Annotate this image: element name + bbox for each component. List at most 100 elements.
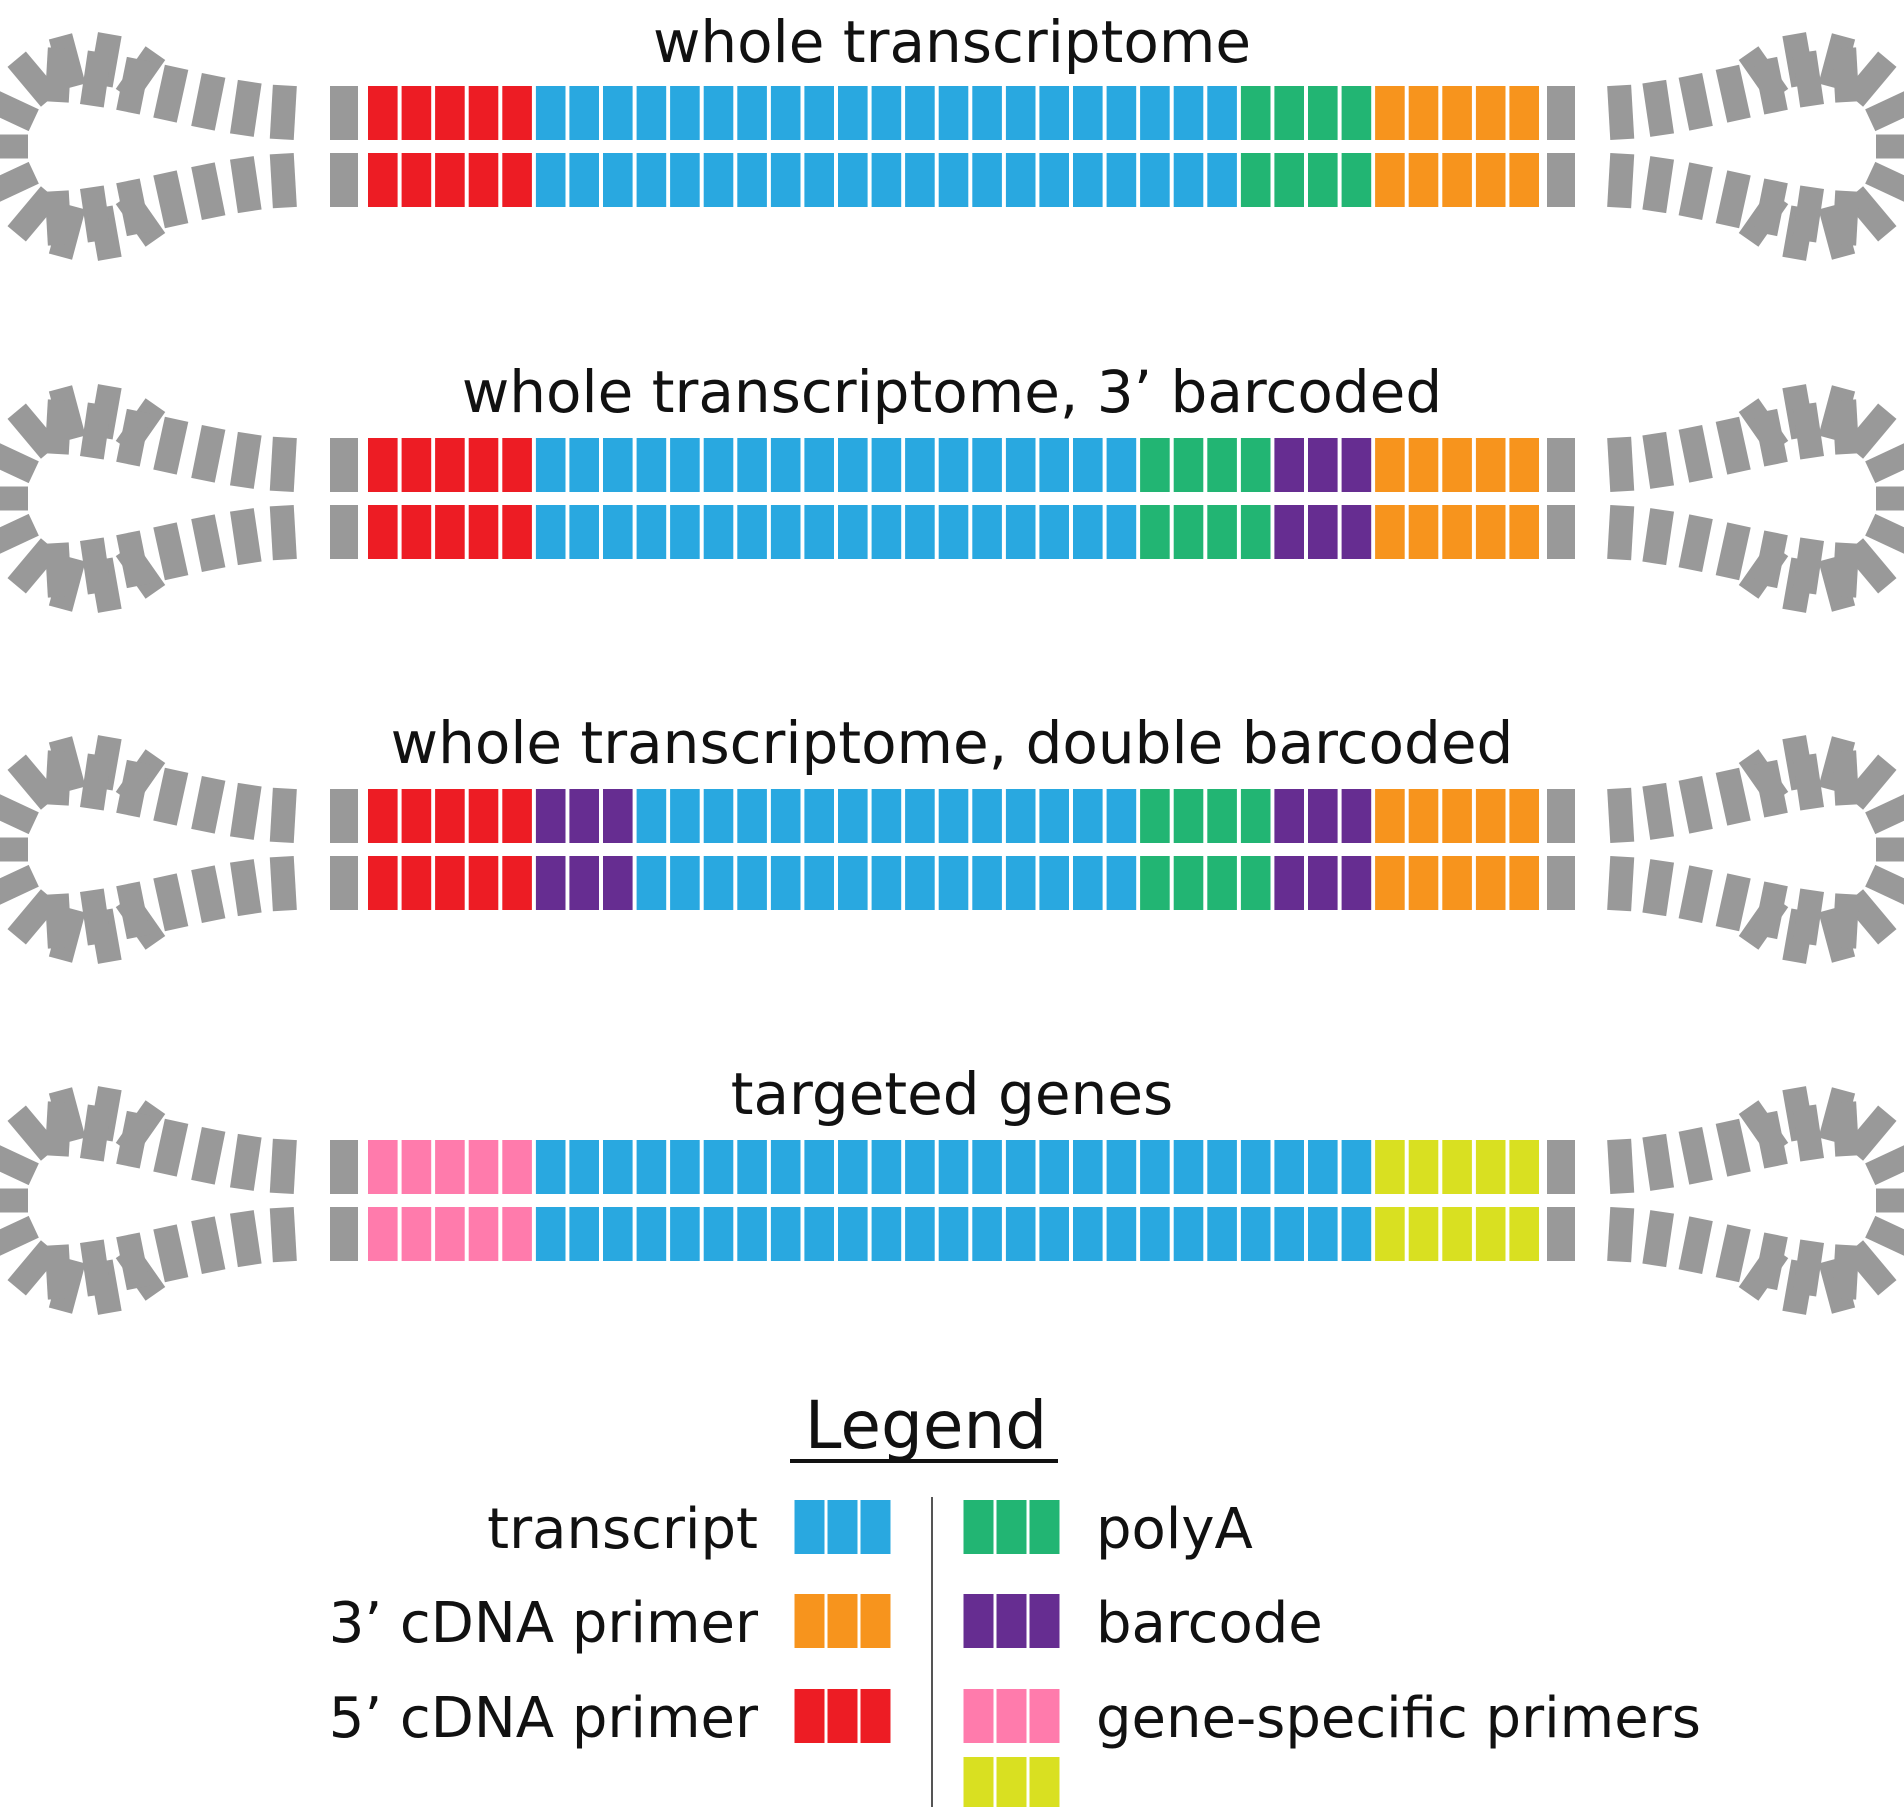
sequence-tile-transcript bbox=[905, 856, 935, 910]
sequence-tile-gene-specific-3 bbox=[1475, 1207, 1506, 1261]
sequence-tile-primer-3 bbox=[1475, 505, 1506, 559]
sequence-tile-primer-3 bbox=[1375, 856, 1405, 910]
legend-swatch-tile bbox=[996, 1500, 1027, 1554]
loop-tile bbox=[44, 893, 72, 949]
loop-tile bbox=[1607, 504, 1635, 561]
loop-tile bbox=[1715, 170, 1751, 229]
sequence-tile-primer-5 bbox=[368, 438, 398, 492]
sequence-tile-barcode bbox=[1308, 438, 1338, 492]
sequence-tile-primer-3 bbox=[1408, 856, 1439, 910]
sequence-tile-transcript bbox=[938, 86, 969, 140]
sequence-tile-transcript bbox=[838, 856, 868, 910]
loop-tile bbox=[191, 1216, 226, 1275]
sequence-tile-transcript bbox=[569, 86, 599, 140]
legend-swatch-tile bbox=[996, 1757, 1027, 1807]
sequence-tile-primer-5 bbox=[435, 856, 465, 910]
legend-swatch-tile bbox=[963, 1757, 994, 1807]
legend-swatches bbox=[794, 1500, 1060, 1807]
loop-tile bbox=[1678, 424, 1713, 483]
sequence-tile-transcript bbox=[838, 1207, 868, 1261]
sequence-tile-primer-3 bbox=[1442, 856, 1472, 910]
sequence-tile-transcript bbox=[838, 153, 868, 207]
loop-tile bbox=[1832, 1244, 1860, 1300]
sequence-tile-primer-3 bbox=[1442, 86, 1472, 140]
sequence-tile-polyA bbox=[1140, 505, 1170, 559]
loop-tile bbox=[1753, 178, 1788, 237]
sequence-tile-primer-5 bbox=[502, 856, 532, 910]
legend-label-barcode: barcode bbox=[1096, 1591, 1323, 1656]
sequence-tile-primer-5 bbox=[401, 153, 432, 207]
sequence-tile-barcode bbox=[1274, 789, 1304, 843]
sequence-tile-transcript bbox=[1106, 153, 1137, 207]
loop-tile bbox=[116, 881, 151, 940]
stem-cap-right bbox=[1547, 856, 1575, 910]
sequence-tile-primer-5 bbox=[368, 856, 398, 910]
loop-tile bbox=[1865, 439, 1904, 484]
legend-label-polya: polyA bbox=[1096, 1497, 1253, 1562]
sequence-tile-transcript bbox=[1073, 856, 1103, 910]
loop-tile bbox=[1715, 1118, 1751, 1177]
sequence-tile-transcript bbox=[1341, 1140, 1372, 1194]
sequence-tile-transcript bbox=[972, 1140, 1002, 1194]
loop-tile bbox=[191, 865, 226, 924]
loop-tile bbox=[1865, 1215, 1904, 1260]
legend-swatch-tile bbox=[1029, 1500, 1060, 1554]
sequence-tile-transcript bbox=[1240, 1140, 1271, 1194]
sequence-tile-transcript bbox=[737, 438, 767, 492]
legend-swatch-tile bbox=[860, 1594, 891, 1648]
sequence-tile-polyA bbox=[1140, 856, 1170, 910]
loop-tile bbox=[153, 1224, 189, 1283]
sequence-tile-primer-5 bbox=[468, 438, 499, 492]
loop-tile bbox=[269, 152, 297, 209]
sequence-tile-primer-5 bbox=[435, 153, 465, 207]
sequence-tile-barcode bbox=[569, 789, 599, 843]
sequence-tile-transcript bbox=[737, 1207, 767, 1261]
sequence-tile-transcript bbox=[972, 153, 1002, 207]
loop-tile bbox=[1753, 530, 1788, 589]
sequence-tile-transcript bbox=[871, 153, 902, 207]
legend-swatch-tile bbox=[963, 1689, 994, 1743]
sequence-tile-transcript bbox=[1073, 1140, 1103, 1194]
sequence-tile-polyA bbox=[1173, 856, 1204, 910]
sequence-tile-transcript bbox=[804, 86, 834, 140]
sequence-tile-barcode bbox=[1341, 438, 1372, 492]
sequence-tile-transcript bbox=[603, 1207, 633, 1261]
loop-tile bbox=[1792, 753, 1825, 811]
sequence-tile-primer-3 bbox=[1408, 505, 1439, 559]
loop-tile bbox=[1642, 1133, 1675, 1191]
loop-tile bbox=[229, 782, 262, 840]
construct-title: whole transcriptome, 3’ barcoded bbox=[462, 358, 1442, 426]
loop-tile bbox=[0, 486, 28, 511]
sequence-tile-gene-specific-3 bbox=[1509, 1207, 1539, 1261]
sequence-tile-transcript bbox=[770, 789, 801, 843]
loop-tile bbox=[1832, 542, 1860, 598]
loop-tile bbox=[1876, 1188, 1904, 1213]
sequence-tile-transcript bbox=[1173, 1207, 1204, 1261]
sequence-tile-transcript bbox=[838, 438, 868, 492]
legend-swatch-tile bbox=[1029, 1757, 1060, 1807]
sequence-tile-primer-3 bbox=[1509, 505, 1539, 559]
loop-tile bbox=[1607, 1206, 1635, 1263]
sequence-tile-barcode bbox=[569, 856, 599, 910]
sequence-tile-primer-3 bbox=[1375, 505, 1405, 559]
sequence-tile-transcript bbox=[1308, 1207, 1338, 1261]
sequence-tile-transcript bbox=[1005, 1140, 1036, 1194]
sequence-tile-transcript bbox=[636, 505, 667, 559]
sequence-tile-primer-3 bbox=[1509, 789, 1539, 843]
stem-cap-left bbox=[330, 1207, 358, 1261]
sequence-tile-transcript bbox=[1039, 86, 1069, 140]
stem-cap-left bbox=[330, 86, 358, 140]
construct: whole transcriptome bbox=[0, 8, 1904, 261]
loop-tile bbox=[0, 513, 39, 558]
sequence-tile-gene-specific-5 bbox=[502, 1140, 532, 1194]
sequence-tile-transcript bbox=[1005, 86, 1036, 140]
sequence-tile-primer-5 bbox=[401, 505, 432, 559]
stem-cap-right bbox=[1547, 1140, 1575, 1194]
sequence-tile-polyA bbox=[1173, 789, 1204, 843]
loop-tile bbox=[1678, 775, 1713, 834]
loop-tile bbox=[116, 56, 151, 115]
loop-tile bbox=[269, 436, 297, 493]
loop-tile bbox=[1642, 1210, 1675, 1268]
sequence-tile-gene-specific-5 bbox=[401, 1207, 432, 1261]
